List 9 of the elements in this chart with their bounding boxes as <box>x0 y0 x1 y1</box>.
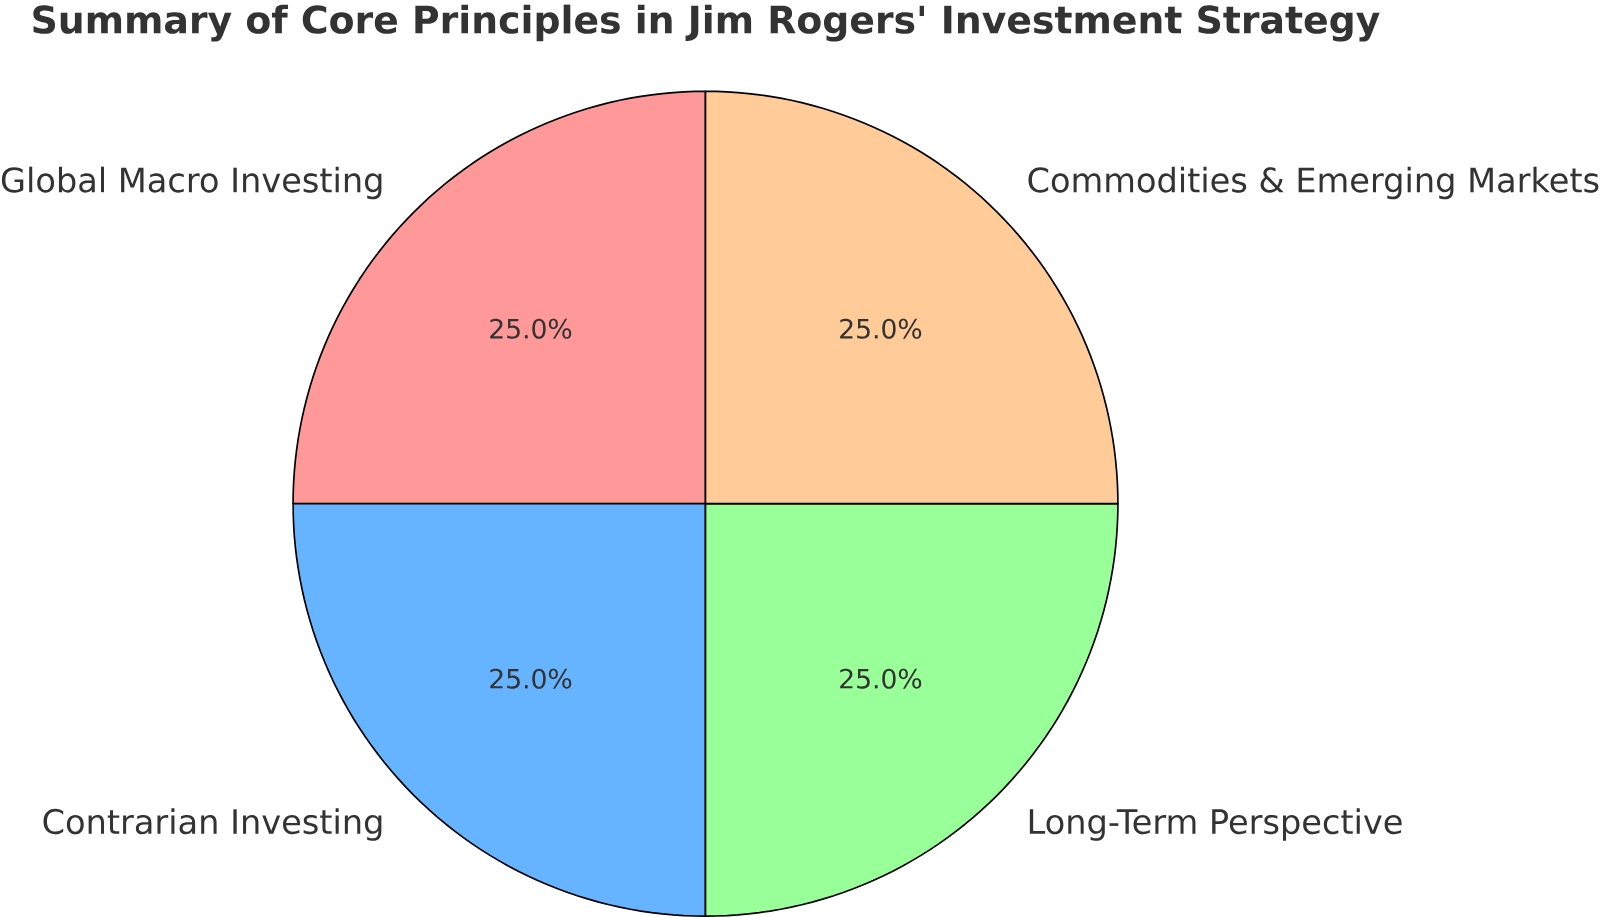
slice-label: Contrarian Investing <box>43 808 382 841</box>
data-label: 25.0% <box>490 318 572 339</box>
data-label: 25.0% <box>840 318 922 339</box>
data-label: 25.0% <box>840 668 922 689</box>
data-label: 25.0% <box>490 668 572 689</box>
slice-label: Long-Term Perspective <box>1029 808 1402 841</box>
chart-title: Summary of Core Principles in Jim Rogers' Investment Strategy <box>33 4 1380 42</box>
slice-label: Global Macro Investing <box>1 166 382 200</box>
slice-label: Commodities & Emerging Markets <box>1028 166 1599 200</box>
